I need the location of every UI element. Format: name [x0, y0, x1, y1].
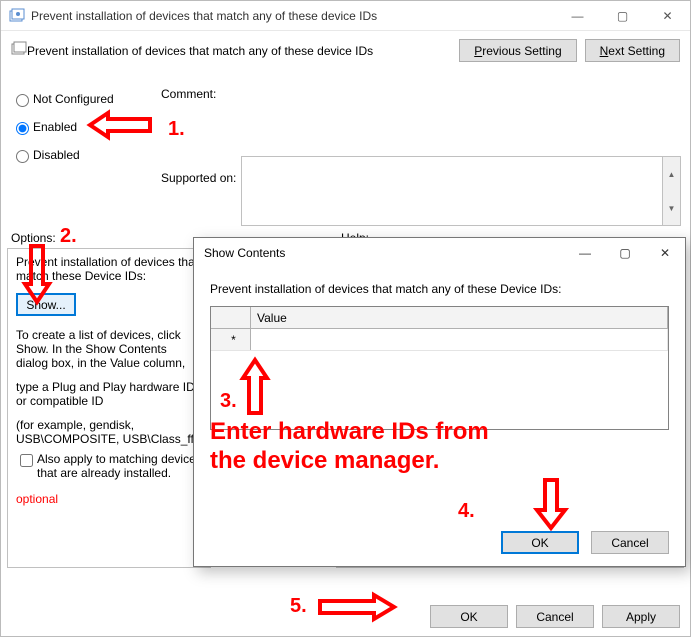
annotation-number-3: 3.	[220, 390, 237, 413]
close-button[interactable]: ✕	[645, 1, 690, 31]
optional-text: optional	[16, 492, 202, 506]
grid-row-marker: *	[211, 329, 251, 350]
comment-field[interactable]: ▲▼	[241, 156, 681, 226]
dialog-titlebar: Show Contents — ▢ ✕	[194, 238, 685, 268]
app-icon	[9, 8, 25, 24]
radio-not-configured[interactable]: Not Configured	[11, 91, 151, 107]
radio-disabled-label: Disabled	[33, 148, 80, 162]
maximize-button[interactable]: ▢	[600, 1, 645, 31]
dialog-title: Show Contents	[204, 246, 285, 260]
grid-col-value: Value	[251, 307, 668, 328]
radio-not-configured-label: Not Configured	[33, 92, 114, 106]
grid-corner	[211, 307, 251, 328]
dialog-cancel-button[interactable]: Cancel	[591, 531, 669, 554]
dialog-close-button[interactable]: ✕	[645, 238, 685, 268]
supported-on-label: Supported on:	[161, 171, 236, 185]
main-buttons: OK Cancel Apply	[430, 605, 680, 628]
show-contents-dialog: Show Contents — ▢ ✕ Prevent installation…	[193, 237, 686, 567]
page-heading: Prevent installation of devices that mat…	[27, 44, 459, 58]
window-title: Prevent installation of devices that mat…	[31, 9, 377, 23]
ok-button[interactable]: OK	[430, 605, 508, 628]
show-button[interactable]: Show...	[16, 293, 76, 316]
policy-icon	[11, 41, 27, 60]
options-panel: Prevent installation of devices that mat…	[7, 248, 211, 568]
comment-label: Comment:	[161, 87, 216, 101]
minimize-button[interactable]: —	[555, 1, 600, 31]
dialog-ok-button[interactable]: OK	[501, 531, 579, 554]
annotation-number-2: 2.	[60, 225, 77, 248]
annotation-number-4: 4.	[458, 500, 475, 523]
value-grid[interactable]: Value *	[210, 306, 669, 430]
dialog-maximize-button[interactable]: ▢	[605, 238, 645, 268]
options-text-2: To create a list of devices, click Show.…	[16, 328, 202, 370]
options-label: Options:	[11, 231, 56, 245]
grid-value-cell[interactable]	[251, 329, 668, 350]
dialog-minimize-button[interactable]: —	[565, 238, 605, 268]
comment-scroll[interactable]: ▲▼	[662, 157, 680, 225]
options-text-4: (for example, gendisk, USB\COMPOSITE, US…	[16, 418, 202, 446]
also-apply-label: Also apply to matching devices that are …	[37, 452, 202, 480]
cancel-button[interactable]: Cancel	[516, 605, 594, 628]
radio-enabled[interactable]: Enabled	[11, 119, 151, 135]
titlebar: Prevent installation of devices that mat…	[1, 1, 690, 31]
previous-setting-button[interactable]: Previous Setting	[459, 39, 576, 62]
options-text-3: type a Plug and Play hardware ID or comp…	[16, 380, 202, 408]
options-heading: Prevent installation of devices that mat…	[16, 255, 202, 283]
header-row: Prevent installation of devices that mat…	[1, 31, 690, 70]
annotation-number-1: 1.	[168, 118, 185, 141]
radio-enabled-label: Enabled	[33, 120, 77, 134]
next-setting-button[interactable]: Next Setting	[585, 39, 680, 62]
annotation-number-5: 5.	[290, 595, 307, 618]
radio-disabled[interactable]: Disabled	[11, 147, 151, 163]
apply-button[interactable]: Apply	[602, 605, 680, 628]
also-apply-checkbox[interactable]: Also apply to matching devices that are …	[16, 452, 202, 480]
dialog-label: Prevent installation of devices that mat…	[210, 282, 669, 296]
